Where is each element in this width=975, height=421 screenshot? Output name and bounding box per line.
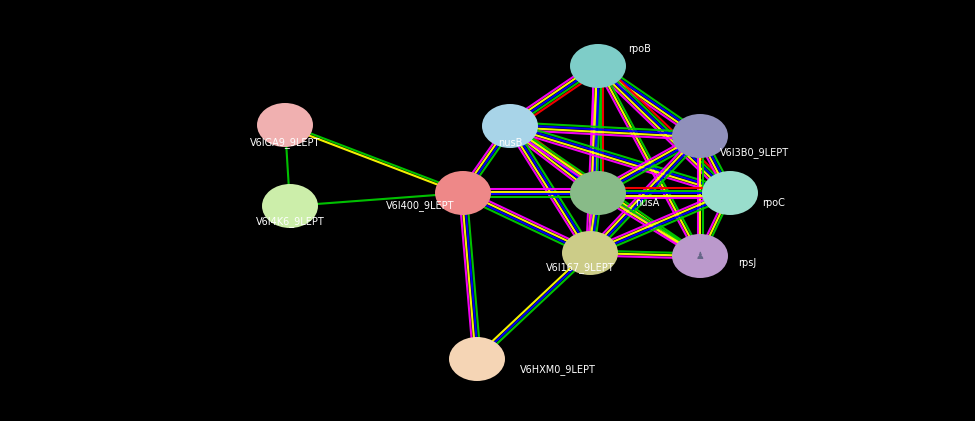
Ellipse shape	[702, 171, 758, 215]
Text: rpoC: rpoC	[762, 198, 785, 208]
Text: V6I167_9LEPT: V6I167_9LEPT	[546, 263, 614, 274]
Ellipse shape	[257, 103, 313, 147]
Text: rpoB: rpoB	[628, 44, 651, 54]
Text: V6I400_9LEPT: V6I400_9LEPT	[386, 200, 454, 211]
Text: V6I3B0_9LEPT: V6I3B0_9LEPT	[720, 147, 789, 158]
Ellipse shape	[482, 104, 538, 148]
Ellipse shape	[449, 337, 505, 381]
Text: nusA: nusA	[635, 198, 659, 208]
Text: V6IGA9_9LEPT: V6IGA9_9LEPT	[250, 138, 320, 149]
Text: rpsJ: rpsJ	[738, 258, 757, 268]
Ellipse shape	[562, 231, 618, 275]
Text: nusB: nusB	[498, 138, 523, 148]
Ellipse shape	[570, 44, 626, 88]
Ellipse shape	[570, 171, 626, 215]
Ellipse shape	[435, 171, 491, 215]
Ellipse shape	[672, 234, 728, 278]
Text: V6I4K6_9LEPT: V6I4K6_9LEPT	[255, 216, 325, 227]
Ellipse shape	[672, 114, 728, 158]
Text: V6HXM0_9LEPT: V6HXM0_9LEPT	[520, 365, 596, 376]
Ellipse shape	[262, 184, 318, 228]
Text: ♟: ♟	[695, 251, 704, 261]
